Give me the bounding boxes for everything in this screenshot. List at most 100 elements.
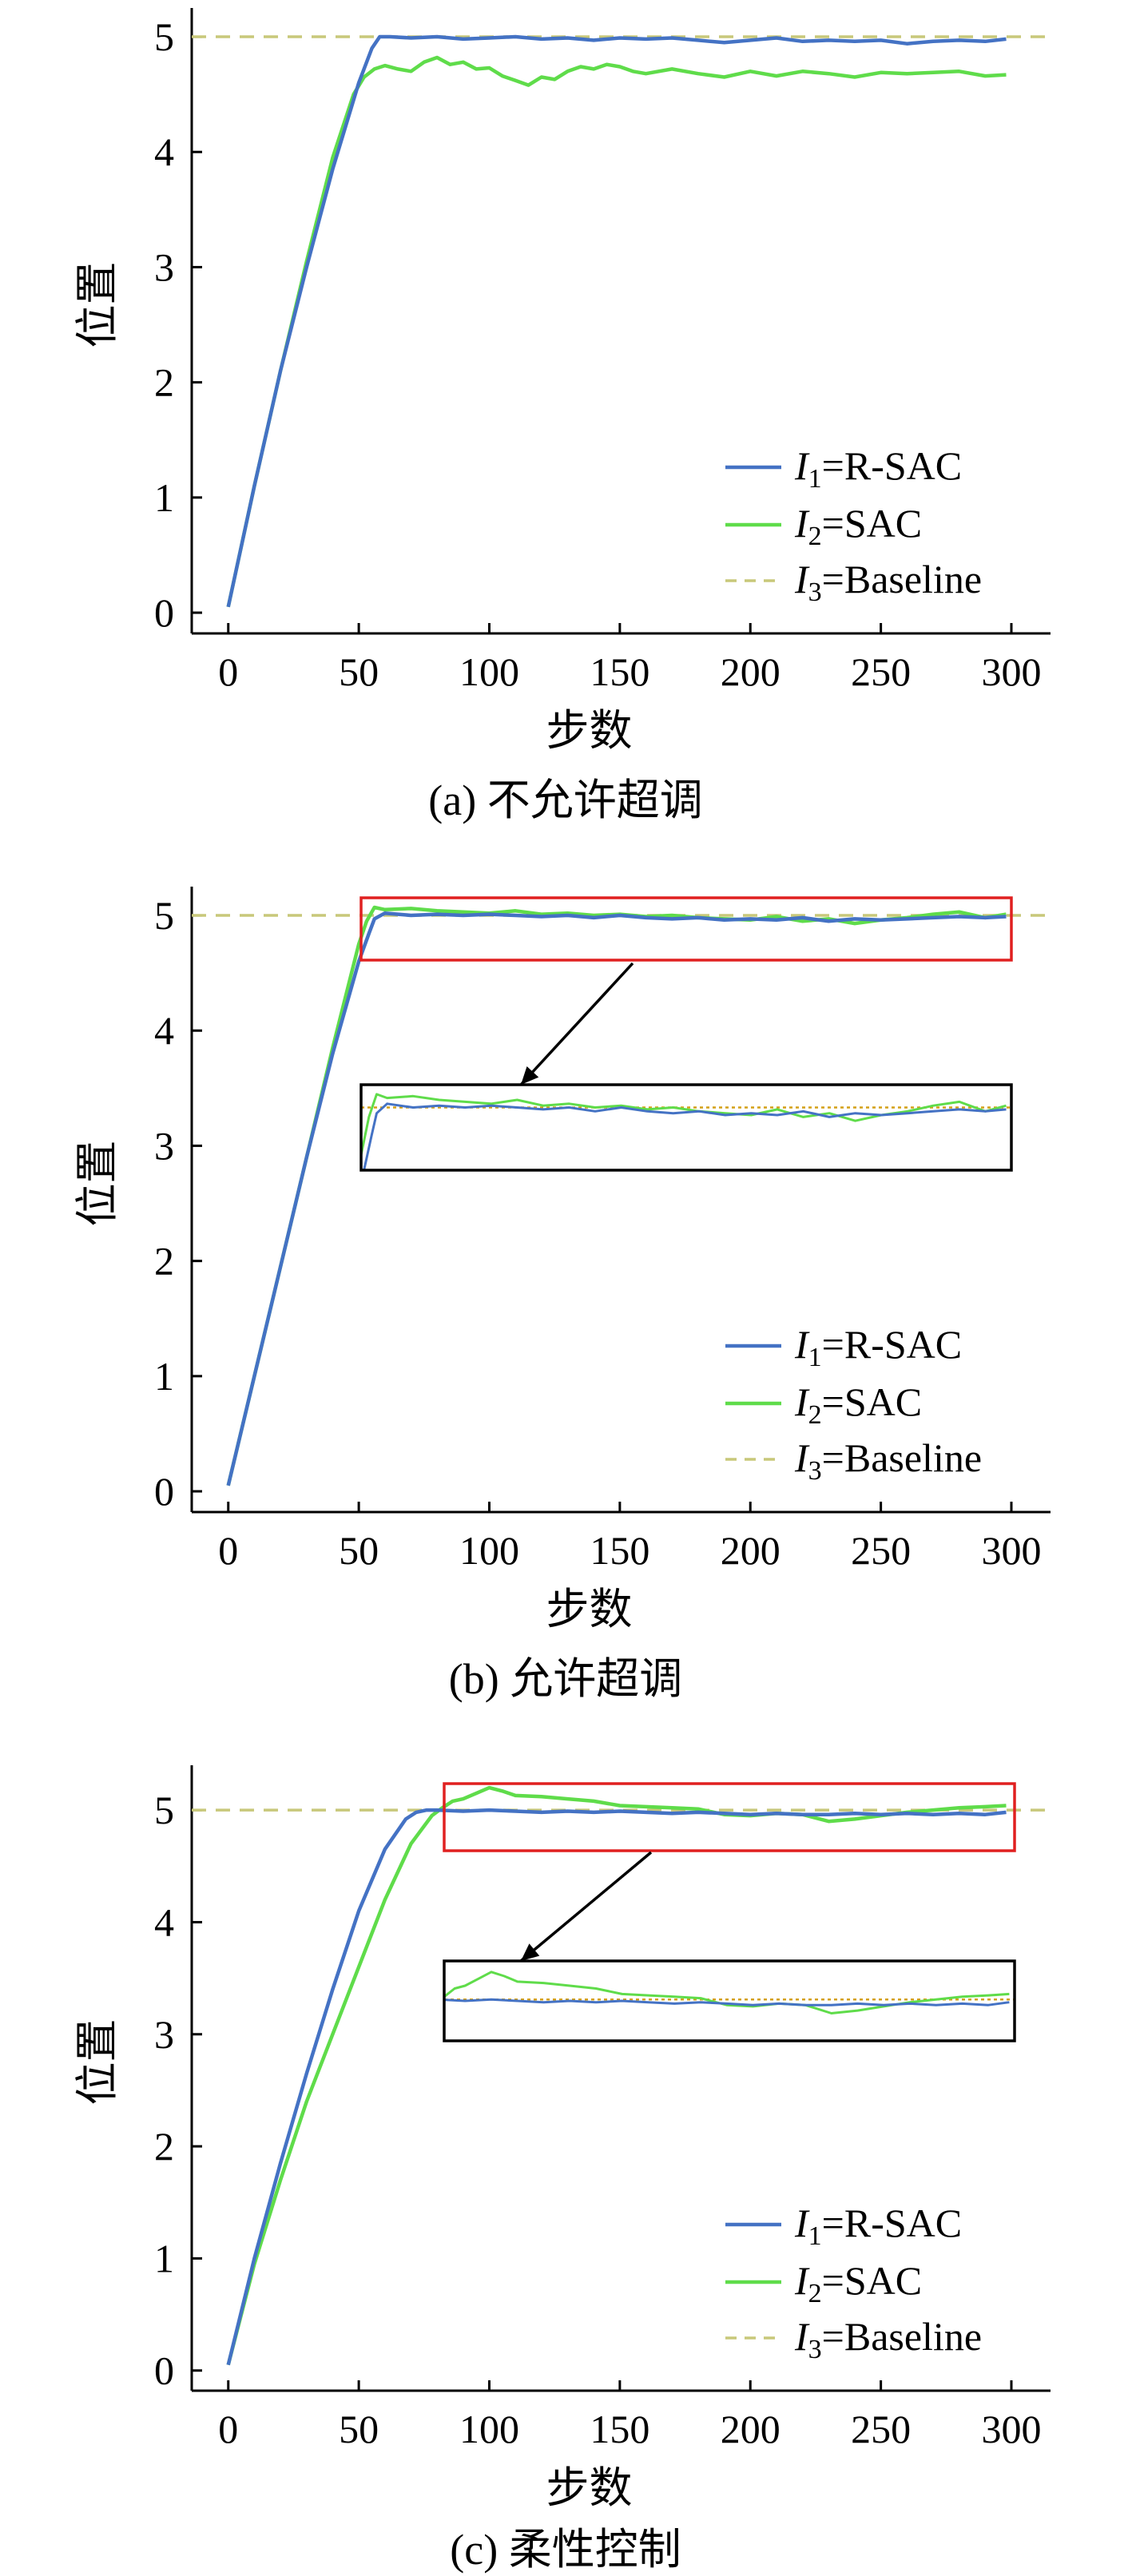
x-tick-label: 250 (851, 649, 911, 694)
x-tick-label: 0 (218, 1528, 238, 1573)
panel-caption: (b) 允许超调 (449, 1655, 682, 1703)
legend-name-suffix: =Baseline (822, 2314, 982, 2359)
y-axis-label: 位置 (73, 1141, 121, 1227)
y-tick-label: 5 (154, 893, 174, 938)
legend-name-suffix: =R-SAC (822, 1322, 962, 1367)
legend-name-prefix: I (794, 501, 810, 546)
legend-entry: I3=Baseline (794, 1435, 982, 1486)
legend-name-prefix: I (794, 443, 810, 488)
zoom-arrow-line (519, 962, 634, 1086)
legend-name-sub: 2 (808, 522, 822, 551)
x-tick-label: 0 (218, 649, 238, 694)
zoom-arrow-head (521, 1943, 540, 1961)
legend-name-prefix: I (794, 2314, 810, 2359)
series-line-sac (226, 1785, 1007, 2366)
x-tick-label: 250 (851, 2407, 911, 2451)
x-tick-label: 200 (721, 2407, 780, 2451)
legend-name-prefix: I (794, 1435, 810, 1480)
y-tick-label: 3 (154, 244, 174, 289)
y-tick-label: 3 (154, 1123, 174, 1168)
x-tick-label: 50 (339, 2407, 379, 2451)
y-axis-label: 位置 (73, 262, 121, 348)
y-axis-label: 位置 (73, 2019, 121, 2106)
legend-entry: I1=R-SAC (794, 1322, 962, 1372)
x-tick-label: 300 (981, 1528, 1041, 1573)
x-tick-label: 200 (721, 649, 780, 694)
legend-name-sub: 1 (808, 2221, 822, 2251)
x-tick-label: 50 (339, 649, 379, 694)
y-tick-label: 4 (154, 1899, 174, 1944)
x-axis-label: 步数 (546, 2464, 633, 2512)
legend-name-sub: 3 (808, 578, 822, 607)
x-tick-label: 300 (981, 649, 1041, 694)
x-tick-label: 150 (590, 2407, 649, 2451)
x-tick-label: 100 (459, 1528, 519, 1573)
legend-name-prefix: I (794, 2258, 810, 2303)
legend-name-prefix: I (794, 557, 810, 601)
legend-entry: I2=SAC (794, 1379, 922, 1430)
legend-entry: I1=R-SAC (794, 443, 962, 494)
y-tick-label: 5 (154, 14, 174, 59)
legend-entry: I3=Baseline (794, 557, 982, 607)
legend-name-sub: 1 (808, 1343, 822, 1372)
x-tick-label: 300 (981, 2407, 1041, 2451)
y-tick-label: 2 (154, 1239, 174, 1284)
y-tick-label: 1 (154, 2236, 174, 2280)
x-tick-label: 250 (851, 1528, 911, 1573)
legend-name-suffix: =Baseline (822, 557, 982, 601)
zoom-arrow-head (521, 1066, 539, 1085)
y-tick-label: 2 (154, 360, 174, 405)
legend-name-suffix: =SAC (822, 2258, 922, 2303)
legend-entry: I1=R-SAC (794, 2201, 962, 2251)
x-tick-label: 100 (459, 649, 519, 694)
legend-name-suffix: =Baseline (822, 1435, 982, 1480)
y-tick-label: 1 (154, 475, 174, 520)
panel-caption: (a) 不允许超调 (428, 776, 702, 824)
zoom-inset-box (359, 1083, 1013, 1172)
legend-name-prefix: I (794, 2201, 810, 2245)
x-axis-label: 步数 (546, 1586, 633, 1633)
y-tick-label: 0 (154, 2348, 174, 2393)
y-tick-label: 4 (154, 1008, 174, 1053)
y-tick-label: 4 (154, 129, 174, 174)
y-tick-label: 0 (154, 1469, 174, 1514)
x-tick-label: 100 (459, 2407, 519, 2451)
zoom-inset-box (443, 1959, 1016, 2042)
series-line-r-sac (226, 1808, 1007, 2366)
zoom-region-box (443, 1782, 1016, 1852)
legend-name-sub: 2 (808, 2279, 822, 2308)
legend-name-prefix: I (794, 1379, 810, 1424)
legend-name-sub: 3 (808, 1456, 822, 1486)
inset-series-line (363, 1102, 1007, 1170)
y-tick-label: 2 (154, 2124, 174, 2169)
legend-name-prefix: I (794, 1322, 810, 1367)
zoom-inset (361, 1093, 1011, 1170)
legend-entry: I2=SAC (794, 2258, 922, 2308)
x-tick-label: 0 (218, 2407, 238, 2451)
zoom-arrow-line (519, 1851, 653, 1963)
legend-entry: I3=Baseline (794, 2314, 982, 2364)
y-tick-label: 0 (154, 590, 174, 635)
panel-caption: (c) 柔性控制 (450, 2526, 681, 2574)
zoom-region-box (359, 896, 1013, 962)
inset-series-line (444, 1998, 1010, 2006)
y-tick-label: 5 (154, 1788, 174, 1832)
y-tick-label: 1 (154, 1354, 174, 1399)
legend-name-suffix: =SAC (822, 1379, 922, 1424)
inset-series-line (361, 1093, 1007, 1163)
legend-name-sub: 2 (808, 1400, 822, 1430)
inset-series-line (444, 1971, 1010, 2014)
series-line-sac (226, 55, 1007, 608)
legend-name-sub: 3 (808, 2335, 822, 2364)
x-axis-label: 步数 (546, 707, 633, 755)
chart-panel-c: 0 50 100 150 200 250 300 0 1 2 3 4 5 步数 位置 (c) 柔性控制 I1=R… (73, 1765, 1051, 2574)
legend-name-suffix: =SAC (822, 501, 922, 546)
y-tick-label: 3 (154, 2012, 174, 2057)
series-line-r-sac (226, 34, 1007, 608)
x-tick-label: 50 (339, 1528, 379, 1573)
x-tick-label: 200 (721, 1528, 780, 1573)
legend-name-sub: 1 (808, 464, 822, 494)
